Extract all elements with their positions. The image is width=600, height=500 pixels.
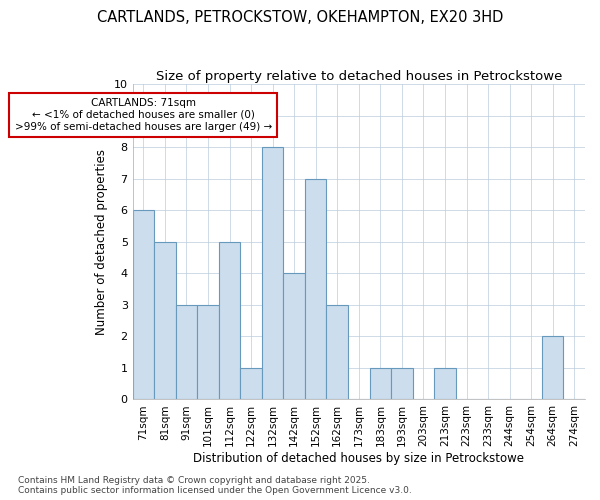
X-axis label: Distribution of detached houses by size in Petrockstowe: Distribution of detached houses by size … [193, 452, 524, 465]
Bar [434, 368, 456, 400]
Text: Contains HM Land Registry data © Crown copyright and database right 2025.
Contai: Contains HM Land Registry data © Crown c… [18, 476, 412, 495]
Title: Size of property relative to detached houses in Petrockstowe: Size of property relative to detached ho… [155, 70, 562, 83]
Y-axis label: Number of detached properties: Number of detached properties [95, 149, 108, 335]
Bar [154, 242, 176, 400]
Bar [240, 368, 262, 400]
Text: CARTLANDS: 71sqm
← <1% of detached houses are smaller (0)
>99% of semi-detached : CARTLANDS: 71sqm ← <1% of detached house… [15, 98, 272, 132]
Bar [283, 274, 305, 400]
Bar [176, 305, 197, 400]
Bar [262, 147, 283, 400]
Bar [326, 305, 348, 400]
Bar [197, 305, 219, 400]
Bar [133, 210, 154, 400]
Bar [542, 336, 563, 400]
Text: CARTLANDS, PETROCKSTOW, OKEHAMPTON, EX20 3HD: CARTLANDS, PETROCKSTOW, OKEHAMPTON, EX20… [97, 10, 503, 25]
Bar [391, 368, 413, 400]
Bar [305, 179, 326, 400]
Bar [219, 242, 240, 400]
Bar [370, 368, 391, 400]
